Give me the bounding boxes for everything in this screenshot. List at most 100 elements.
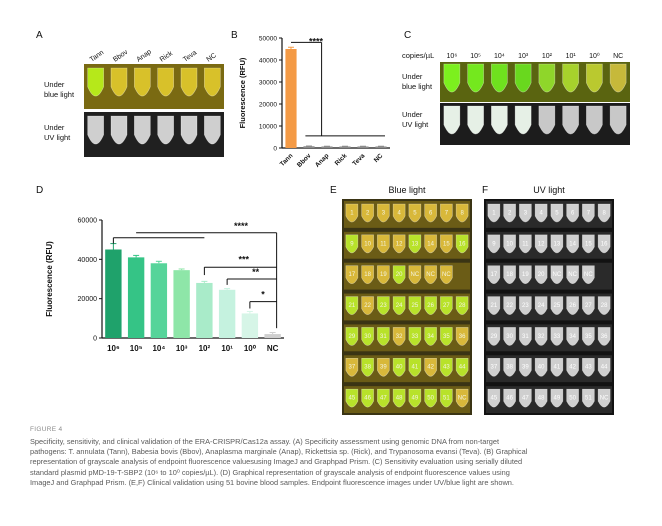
- tube-label: 39: [522, 365, 529, 371]
- sample-tube: [503, 327, 516, 346]
- sample-tube: [361, 296, 374, 315]
- sample-tube: [408, 296, 422, 315]
- tube-label: 25: [554, 303, 561, 309]
- tube-label: 2: [366, 210, 370, 216]
- sample-tube: [534, 234, 548, 254]
- tube-label: 21: [491, 303, 498, 309]
- tube-uv-light: [157, 115, 174, 145]
- sample-tube: [424, 296, 437, 315]
- tube-label: 44: [459, 365, 466, 371]
- panel-label-d: D: [36, 185, 44, 196]
- significance-label: *: [261, 290, 265, 300]
- tube-label: 34: [427, 334, 434, 340]
- sample-tube: [377, 296, 390, 315]
- tube-label: 9: [492, 241, 496, 247]
- tube-uv-light: [443, 105, 461, 135]
- sample-tube: [597, 203, 611, 223]
- bar: [285, 49, 297, 148]
- tube-label: 15: [443, 241, 450, 247]
- x-tick-label: 10⁵: [130, 344, 143, 353]
- sample-tube: [534, 296, 548, 315]
- sample-tube: [408, 265, 422, 285]
- tube-label: 17: [491, 272, 498, 278]
- bar: [173, 270, 190, 338]
- sample-tube: [503, 265, 516, 285]
- tube-label: 17: [349, 272, 356, 278]
- tube-label: 18: [364, 272, 371, 278]
- tube-uv-light: [609, 105, 627, 135]
- tube-label: 35: [585, 334, 592, 340]
- sample-tube: [503, 203, 516, 223]
- sample-tube: [534, 265, 548, 285]
- tube-label: 50: [427, 396, 434, 402]
- tube-label: 10: [364, 241, 371, 247]
- sample-tube: [377, 388, 390, 408]
- tube-label: 24: [396, 303, 403, 309]
- tube-label: 49: [412, 396, 419, 402]
- tube-blue-light: [538, 63, 556, 93]
- tube-label: 10: [506, 241, 513, 247]
- row-label-blue-1: Under: [44, 80, 65, 89]
- tube-label: 48: [538, 396, 545, 402]
- tube-label: 18: [506, 272, 513, 278]
- tube-label: 51: [443, 396, 450, 402]
- bar: [127, 257, 145, 338]
- bar: [357, 146, 369, 148]
- sample-tube: [392, 388, 406, 408]
- bar: [218, 289, 236, 338]
- sample-tube: [377, 265, 390, 285]
- tube-label: 14: [427, 241, 434, 247]
- tube-label: 8: [460, 210, 464, 216]
- tube-label: 41: [412, 365, 419, 371]
- sample-tube: [582, 265, 595, 285]
- sample-tube: [440, 234, 453, 254]
- sample-tube: [519, 265, 532, 285]
- tube-label: NC: [600, 396, 609, 402]
- panel-a: Under blue light Under UV light Tann Bbov…: [44, 50, 224, 170]
- chart-d: 0 20000 40000 60000 Fluorescence (RFU) 10⁶ 10⁵…: [45, 218, 284, 353]
- tube-uv-light: [110, 115, 128, 145]
- tube-uv-light: [204, 115, 221, 145]
- tube-uv-light: [586, 105, 603, 135]
- sample-tube: [550, 203, 564, 223]
- tube-label: 6: [429, 210, 433, 216]
- sample-tube: [455, 388, 469, 408]
- sample-tube: [487, 357, 501, 377]
- tube-blue-light: [134, 67, 151, 97]
- tube-label: 13: [412, 241, 419, 247]
- tube-blue-light: [514, 63, 532, 93]
- y-axis-label: Fluorescence (RFU): [45, 241, 54, 317]
- panel-label-f: F: [482, 185, 489, 196]
- column-header: 10¹: [566, 53, 577, 60]
- tube-label: 32: [396, 334, 403, 340]
- sample-tube: [503, 357, 516, 377]
- tube-label: 36: [459, 334, 466, 340]
- tube-label: 4: [539, 210, 543, 216]
- sample-tube: [519, 357, 532, 377]
- sample-tube: [361, 203, 374, 223]
- tube-label: 41: [554, 365, 561, 371]
- tube-label: NC: [411, 272, 420, 278]
- tube-label: 31: [522, 334, 529, 340]
- tube-uv-light: [538, 105, 556, 135]
- sample-tube: [408, 234, 422, 254]
- tube-label: 13: [554, 241, 561, 247]
- tube-label: 40: [538, 365, 545, 371]
- sample-tube: [424, 388, 437, 408]
- column-header: Bbov: [112, 50, 129, 64]
- tube-label: 37: [349, 365, 356, 371]
- bar: [264, 334, 281, 338]
- row-label-uv-1: Under: [402, 110, 423, 119]
- bar: [241, 313, 259, 338]
- tube-label: 27: [443, 303, 450, 309]
- sample-tube: [503, 296, 516, 315]
- y-tick-label: 40000: [259, 58, 277, 65]
- tube-label: 16: [601, 241, 608, 247]
- bar: [339, 146, 351, 148]
- caption-line: Specificity, sensitivity, and clinical v…: [30, 437, 500, 446]
- panel-c-tube-photo: 10⁶ 10⁵ 10⁴ 10³ 10² 10¹ 10⁰ NC: [440, 52, 630, 145]
- tube-label: 24: [538, 303, 545, 309]
- tube-label: 21: [349, 303, 356, 309]
